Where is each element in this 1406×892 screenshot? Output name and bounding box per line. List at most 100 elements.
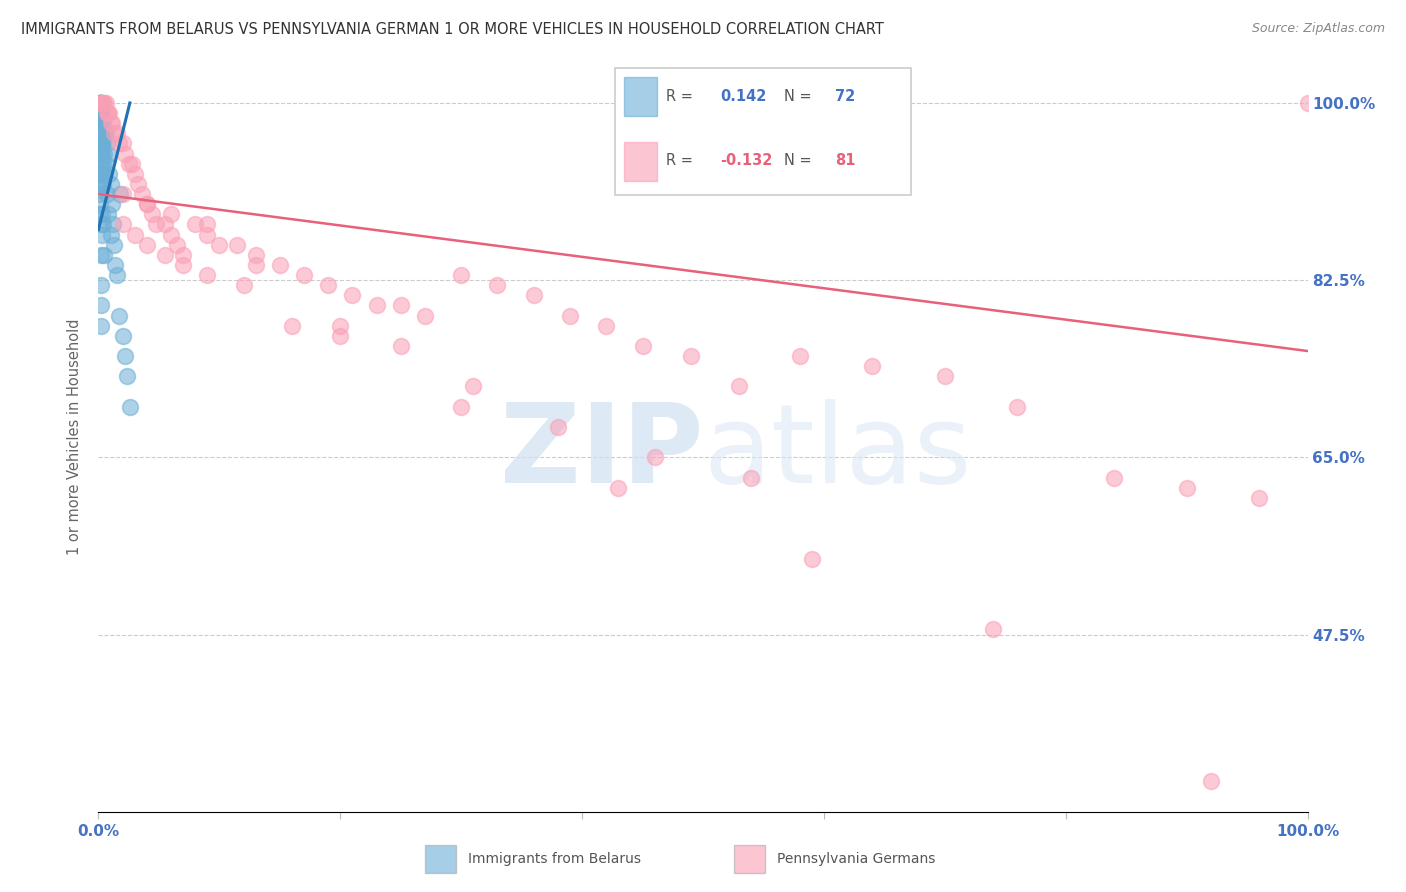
Point [101, 218, 124, 232]
Point [1249, 491, 1271, 505]
FancyBboxPatch shape [624, 142, 657, 181]
Point [523, 288, 546, 302]
Point [89, 197, 111, 211]
Point [91, 177, 114, 191]
Point [111, 328, 134, 343]
Point [245, 248, 267, 262]
Point [184, 218, 207, 232]
Point [103, 237, 125, 252]
Point [631, 339, 654, 353]
Text: Immigrants from Belarus: Immigrants from Belarus [468, 852, 641, 865]
Point [111, 136, 134, 151]
Point [607, 481, 630, 495]
Point [90, 248, 112, 262]
Point [96, 187, 118, 202]
Text: IMMIGRANTS FROM BELARUS VS PENNSYLVANIA GERMAN 1 OR MORE VEHICLES IN HOUSEHOLD C: IMMIGRANTS FROM BELARUS VS PENNSYLVANIA … [21, 22, 884, 37]
Point [329, 328, 352, 343]
Point [153, 248, 176, 262]
FancyBboxPatch shape [614, 68, 911, 195]
Point [166, 237, 188, 252]
Point [90, 106, 112, 120]
Point [93, 167, 115, 181]
Point [131, 187, 153, 202]
Point [91, 136, 114, 151]
Text: 72: 72 [835, 88, 856, 103]
Point [486, 278, 509, 293]
Point [98, 167, 121, 181]
Point [91, 177, 114, 191]
Point [860, 359, 883, 374]
Point [1296, 95, 1319, 110]
Point [105, 268, 128, 282]
Point [160, 207, 183, 221]
Point [96, 136, 118, 151]
Point [93, 146, 115, 161]
Text: -0.132: -0.132 [720, 153, 773, 169]
Point [89, 136, 111, 151]
Y-axis label: 1 or more Vehicles in Household: 1 or more Vehicles in Household [67, 318, 83, 556]
Point [595, 318, 617, 333]
Point [226, 237, 249, 252]
Point [97, 207, 120, 221]
Point [108, 136, 131, 151]
Point [94, 126, 117, 140]
Point [97, 146, 120, 161]
Point [89, 157, 111, 171]
Point [100, 227, 122, 242]
Point [89, 106, 111, 120]
Point [547, 420, 569, 434]
Point [103, 126, 125, 140]
Point [728, 379, 751, 393]
Point [292, 268, 315, 282]
Point [789, 349, 811, 363]
Point [463, 379, 485, 393]
Point [91, 207, 114, 221]
Point [89, 106, 111, 120]
Point [740, 470, 762, 484]
Point [1007, 400, 1029, 414]
Point [1102, 470, 1125, 484]
Point [135, 197, 157, 211]
FancyBboxPatch shape [425, 845, 456, 872]
Point [145, 218, 167, 232]
Point [118, 157, 141, 171]
Point [90, 146, 112, 161]
Point [89, 116, 111, 130]
Point [98, 106, 121, 120]
Point [93, 95, 115, 110]
Point [89, 187, 111, 202]
Point [208, 237, 231, 252]
Point [91, 126, 114, 140]
Point [100, 197, 122, 211]
Point [100, 177, 122, 191]
Point [89, 95, 111, 110]
Point [981, 623, 1004, 637]
Point [135, 197, 157, 211]
Point [269, 258, 291, 272]
Point [105, 126, 128, 140]
Text: ZIP: ZIP [499, 399, 703, 506]
Text: Pennsylvania Germans: Pennsylvania Germans [778, 852, 935, 865]
Point [1175, 481, 1198, 495]
Point [135, 237, 157, 252]
Point [91, 116, 114, 130]
Point [93, 126, 115, 140]
Point [91, 146, 114, 161]
Point [97, 106, 120, 120]
Point [124, 227, 146, 242]
Point [91, 95, 114, 110]
Point [329, 318, 352, 333]
Point [89, 126, 111, 140]
Point [90, 157, 112, 171]
Point [558, 309, 581, 323]
Point [141, 207, 163, 221]
Point [91, 116, 114, 130]
Point [153, 218, 176, 232]
Point [111, 187, 134, 202]
Text: atlas: atlas [703, 399, 972, 506]
Point [89, 95, 111, 110]
Point [389, 339, 412, 353]
Point [934, 369, 956, 384]
Text: 0.142: 0.142 [720, 88, 766, 103]
Text: 81: 81 [835, 153, 856, 169]
